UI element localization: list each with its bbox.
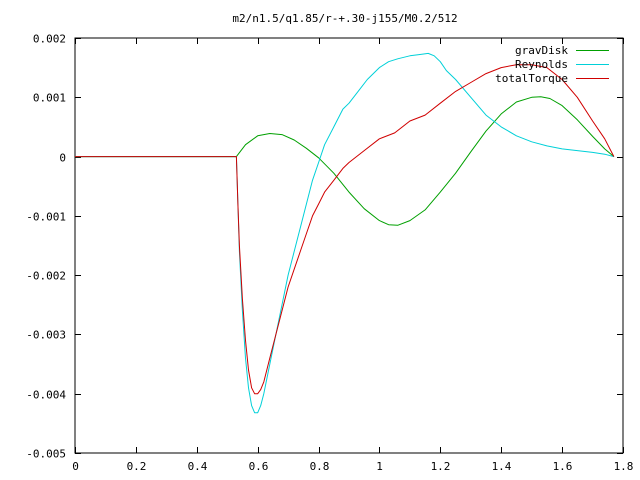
y-tick-label: -0.004 xyxy=(26,389,66,402)
y-tick-label: -0.003 xyxy=(26,329,66,342)
y-tick-label: 0 xyxy=(59,152,66,165)
x-tick-label: 1.6 xyxy=(553,460,573,473)
y-tick-label: -0.002 xyxy=(26,270,66,283)
y-tick-label: -0.005 xyxy=(26,448,66,461)
x-tick-label: 1 xyxy=(376,460,383,473)
x-tick-label: 1.4 xyxy=(492,460,512,473)
series-layer xyxy=(75,52,615,414)
y-tick-label: 0.002 xyxy=(33,33,66,46)
x-tick-label: 0.4 xyxy=(188,460,208,473)
series-line-totaltorque xyxy=(75,64,615,395)
x-tick-label: 1.8 xyxy=(614,460,634,473)
x-tick-label: 0.6 xyxy=(249,460,269,473)
series-line-reynolds xyxy=(75,52,615,414)
plot-frame xyxy=(74,37,624,454)
legend-label-gravdisk: gravDisk xyxy=(515,44,568,57)
legend-label-reynolds: Reynolds xyxy=(515,58,568,71)
series-line-gravdisk xyxy=(75,96,615,226)
y-tick-label: 0.001 xyxy=(33,92,66,105)
x-tick-label: 1.2 xyxy=(431,460,451,473)
ticks-layer: 0 0.2 0.4 0.6 0.8 1 1.2 1.4 1.6 1.8 -0.005 -0.004 -0… xyxy=(26,33,633,474)
x-tick-label: 0.2 xyxy=(127,460,147,473)
chart-title: m2/n1.5/q1.85/r-+.30-j155/M0.2/512 xyxy=(232,12,457,25)
x-tick-label: 0 xyxy=(72,460,79,473)
legend-label-totaltorque: totalTorque xyxy=(495,72,568,85)
x-tick-label: 0.8 xyxy=(310,460,330,473)
y-tick-label: -0.001 xyxy=(26,211,66,224)
